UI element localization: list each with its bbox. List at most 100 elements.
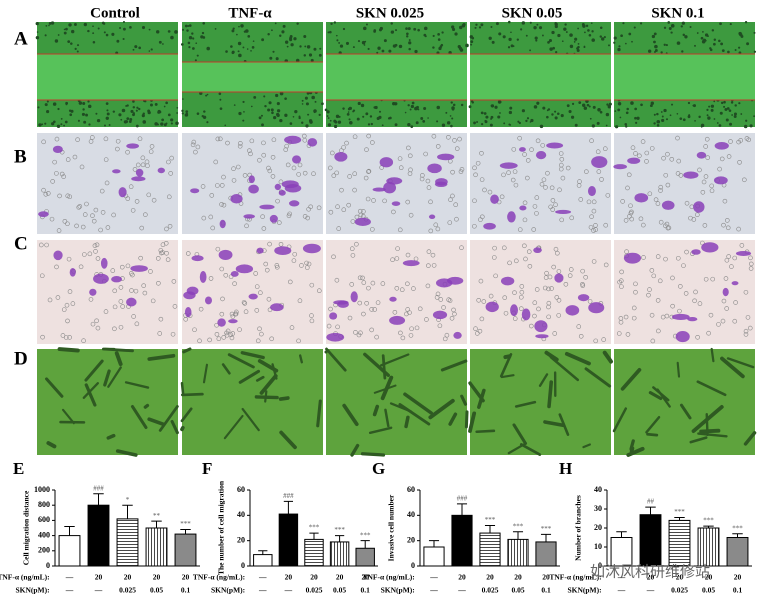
cell xyxy=(154,102,158,106)
cell xyxy=(603,36,606,39)
pore xyxy=(709,188,715,194)
pore xyxy=(352,187,357,193)
cell xyxy=(373,29,377,32)
pore xyxy=(271,137,277,143)
cell xyxy=(219,98,222,101)
pore xyxy=(663,256,668,262)
cell xyxy=(219,107,223,111)
cell xyxy=(713,176,728,185)
pore xyxy=(341,207,347,213)
tube xyxy=(676,361,681,378)
cell xyxy=(192,37,195,40)
cell xyxy=(329,30,332,34)
scratch xyxy=(37,54,178,100)
pore xyxy=(231,178,237,183)
cell xyxy=(432,34,435,38)
cell xyxy=(665,44,668,47)
pore xyxy=(63,335,69,340)
pore xyxy=(476,297,481,303)
cell xyxy=(474,26,477,29)
pore xyxy=(449,315,455,321)
tube xyxy=(180,425,185,432)
pore xyxy=(447,298,453,303)
cell xyxy=(634,193,649,203)
pore xyxy=(647,191,653,197)
x-label: 20 xyxy=(153,573,161,582)
pore xyxy=(328,209,334,215)
cell xyxy=(591,124,595,128)
column-header: SKN 0.1 xyxy=(651,5,704,21)
cell xyxy=(65,103,68,106)
pore xyxy=(703,144,708,149)
cell xyxy=(182,98,184,100)
tube xyxy=(689,436,708,444)
cell xyxy=(363,26,367,31)
pore xyxy=(724,218,730,223)
cell xyxy=(586,103,590,107)
pore xyxy=(366,133,371,139)
cell xyxy=(693,201,705,213)
pore xyxy=(743,328,749,334)
pore xyxy=(134,199,140,204)
cell xyxy=(554,24,558,29)
pore xyxy=(369,307,374,312)
pore xyxy=(472,198,477,204)
pore xyxy=(130,272,135,278)
pore xyxy=(75,137,80,142)
cell xyxy=(67,40,71,44)
pore xyxy=(244,223,249,229)
cell xyxy=(619,116,622,119)
cell xyxy=(305,102,309,106)
pore xyxy=(729,264,734,269)
tube xyxy=(699,428,721,434)
cell xyxy=(324,108,328,112)
pore xyxy=(732,255,738,261)
pore xyxy=(361,209,366,214)
tube xyxy=(512,423,528,445)
pore xyxy=(437,323,443,329)
cell xyxy=(495,22,499,26)
cell xyxy=(640,103,643,107)
pore xyxy=(357,300,363,306)
pore xyxy=(457,136,462,142)
tube xyxy=(519,443,542,456)
cell xyxy=(706,108,709,112)
pore xyxy=(65,318,70,324)
pore xyxy=(76,205,82,210)
y-tick-label: 400 xyxy=(38,530,50,539)
tube xyxy=(710,347,715,363)
cell xyxy=(270,108,274,112)
cell xyxy=(730,101,734,104)
cell xyxy=(535,39,538,42)
cell xyxy=(219,219,226,229)
cell xyxy=(713,100,716,103)
cell xyxy=(422,120,426,123)
cell xyxy=(633,26,636,29)
cell xyxy=(407,104,410,107)
cell xyxy=(437,153,455,161)
cell xyxy=(548,39,552,43)
pore xyxy=(172,304,178,309)
cell xyxy=(170,35,174,40)
pore xyxy=(248,151,253,157)
pore xyxy=(349,246,355,251)
x-label: 0.05 xyxy=(333,586,346,595)
pore xyxy=(371,198,376,203)
pore xyxy=(623,314,629,320)
cell xyxy=(719,111,723,115)
tube xyxy=(342,403,359,427)
cell xyxy=(648,49,652,53)
cell xyxy=(626,107,629,111)
bar xyxy=(174,533,197,567)
cell xyxy=(311,95,315,100)
pore xyxy=(207,337,212,343)
cell xyxy=(74,23,77,26)
cell xyxy=(692,104,695,107)
cell xyxy=(348,106,352,111)
cell xyxy=(112,110,116,113)
pore xyxy=(90,135,95,140)
pore xyxy=(287,211,292,217)
pore xyxy=(304,265,310,270)
pore xyxy=(684,249,689,255)
pore xyxy=(691,217,697,222)
